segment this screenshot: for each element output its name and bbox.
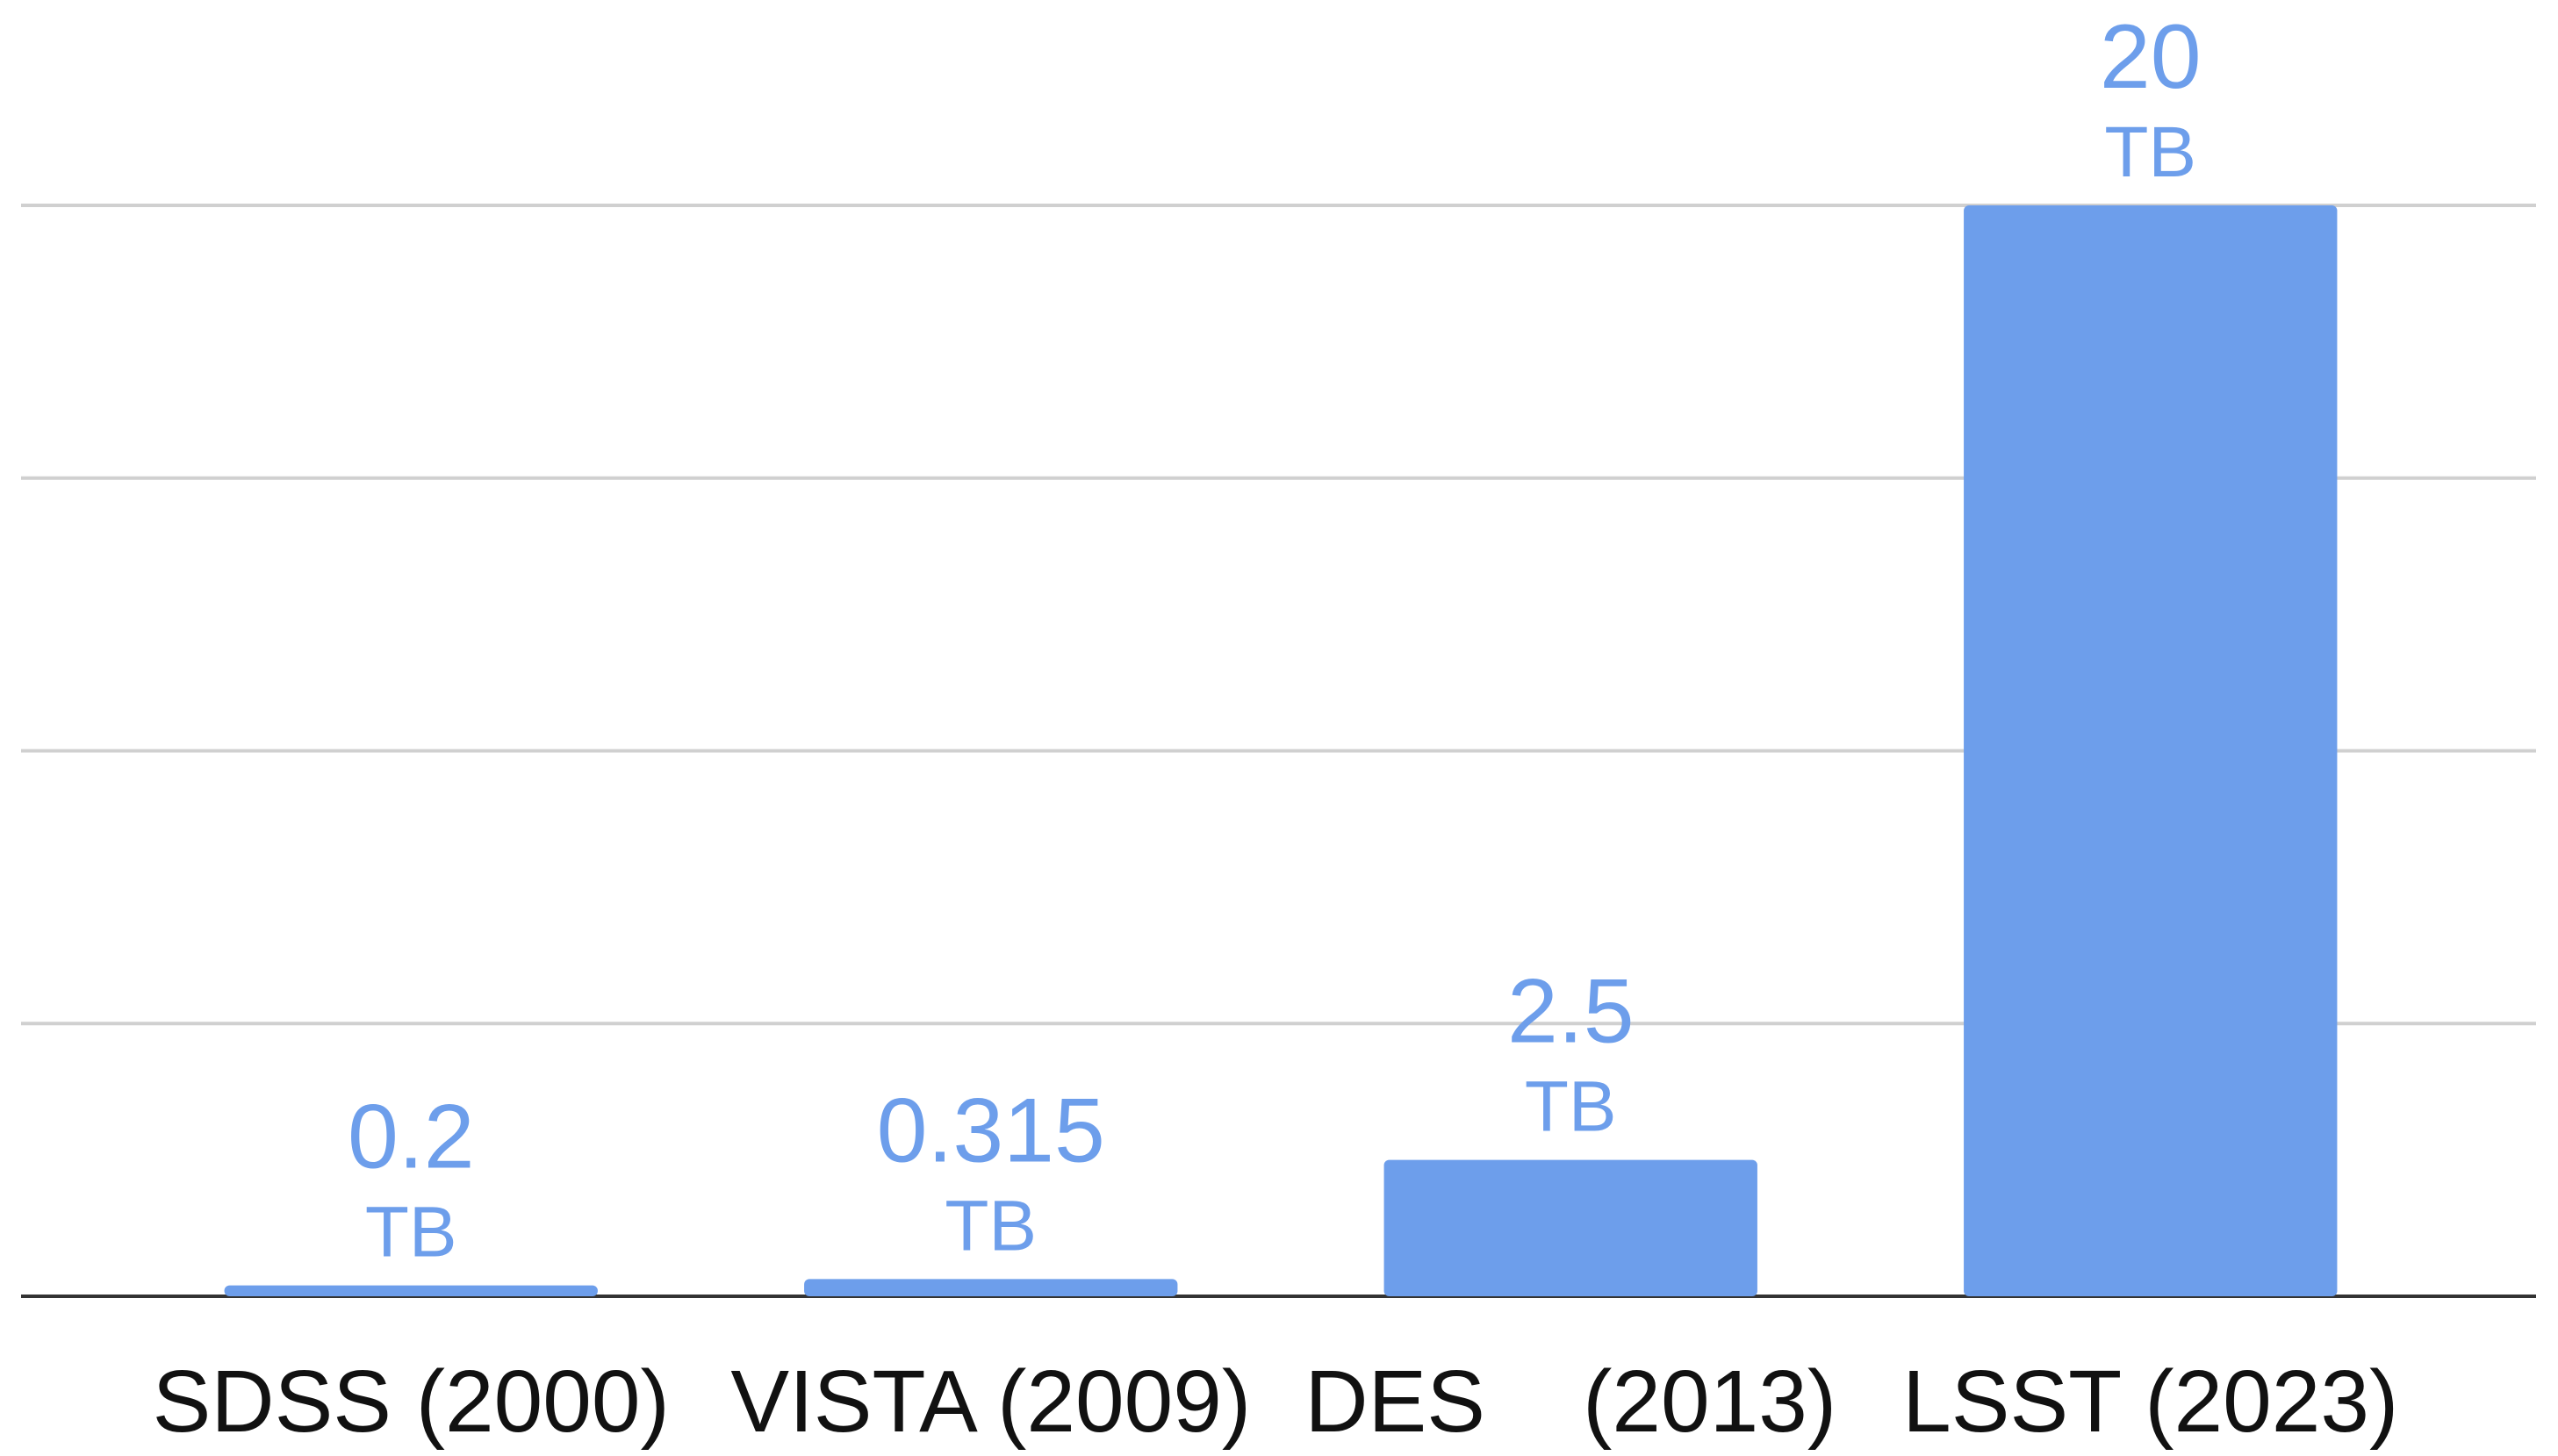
x-tick-label: SDSS (2000) bbox=[153, 1352, 670, 1451]
bar bbox=[1964, 205, 2338, 1296]
data-label-line: TB bbox=[2104, 112, 2196, 192]
x-tick-label: VISTA (2009) bbox=[730, 1352, 1251, 1451]
x-tick-label: DES (2013) bbox=[1304, 1352, 1836, 1451]
bar bbox=[224, 1285, 598, 1296]
bar bbox=[1383, 1159, 1757, 1296]
data-label-line: 0.315 bbox=[877, 1079, 1105, 1181]
data-label: 0.2 TB bbox=[348, 1087, 475, 1273]
data-label-line: 20 bbox=[2100, 6, 2202, 108]
data-label-line: 0.2 bbox=[348, 1087, 475, 1188]
bar bbox=[804, 1279, 1178, 1296]
data-label-line: 2.5 bbox=[1507, 961, 1635, 1063]
data-label: 20 TB bbox=[2100, 6, 2202, 192]
data-label: 2.5 TB bbox=[1507, 961, 1635, 1147]
data-label-line: TB bbox=[1525, 1067, 1617, 1147]
data-label-line: TB bbox=[945, 1186, 1037, 1266]
x-tick-label: LSST (2023) bbox=[1902, 1352, 2398, 1451]
data-label: 0.315 TB bbox=[877, 1079, 1105, 1266]
data-label-line: TB bbox=[365, 1193, 457, 1273]
